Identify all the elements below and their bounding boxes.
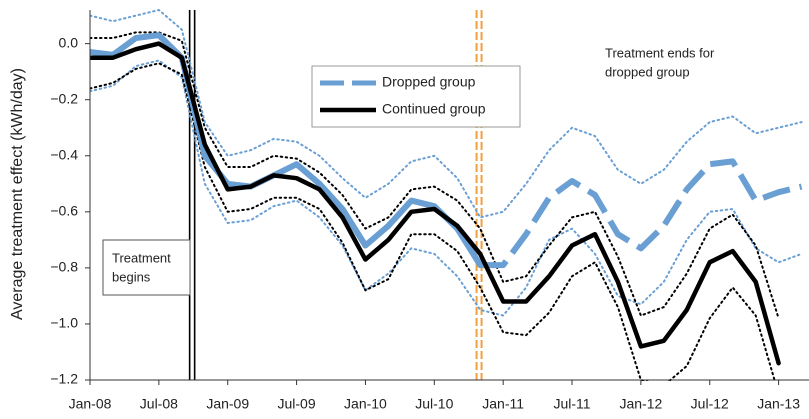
annotation-box xyxy=(102,239,191,296)
x-tick-label: Jul-11 xyxy=(553,396,590,412)
confidence-bound xyxy=(90,31,780,320)
legend-label: Dropped group xyxy=(382,74,476,90)
series-line xyxy=(90,32,484,269)
x-tick-label: Jul-09 xyxy=(278,396,316,412)
x-tick-label: Jan-11 xyxy=(482,396,524,412)
y-tick-label: −0.4 xyxy=(50,146,78,162)
annotation-text: dropped group xyxy=(605,64,690,79)
annotation-text: begins xyxy=(112,269,151,284)
y-tick-label: −0.6 xyxy=(50,203,78,219)
y-tick-label: −1.0 xyxy=(50,315,78,331)
x-tick-label: Jan-09 xyxy=(206,396,249,412)
annotation-box xyxy=(592,35,736,91)
x-tick-label: Jul-10 xyxy=(415,396,453,412)
series-line-dashed xyxy=(480,158,803,269)
y-tick-label: −0.8 xyxy=(50,259,78,275)
x-tick-label: Jan-13 xyxy=(757,396,800,412)
series-line xyxy=(90,41,781,366)
y-tick-label: −1.2 xyxy=(50,371,78,387)
y-axis-title: Average treatment effect (kWh/day) xyxy=(9,68,26,320)
overlay: Treatment begins Treatment ends for drop… xyxy=(102,35,736,296)
annotation-text: Treatment xyxy=(112,250,171,265)
confidence-bound xyxy=(90,9,803,219)
x-tick-label: Jan-12 xyxy=(619,396,662,412)
x-tick-label: Jul-12 xyxy=(691,396,729,412)
confidence-bound xyxy=(90,62,776,381)
annotation-text: Treatment ends for xyxy=(605,45,715,60)
x-tick-label: Jan-08 xyxy=(69,396,112,412)
legend-label: Continued group xyxy=(382,101,486,117)
y-tick-label: 0.0 xyxy=(59,34,79,50)
x-tick-label: Jan-10 xyxy=(344,396,387,412)
y-tick-label: −0.2 xyxy=(50,90,78,106)
legend-box xyxy=(311,65,521,128)
x-tick-label: Jul-08 xyxy=(140,396,178,412)
confidence-bound xyxy=(90,59,803,317)
